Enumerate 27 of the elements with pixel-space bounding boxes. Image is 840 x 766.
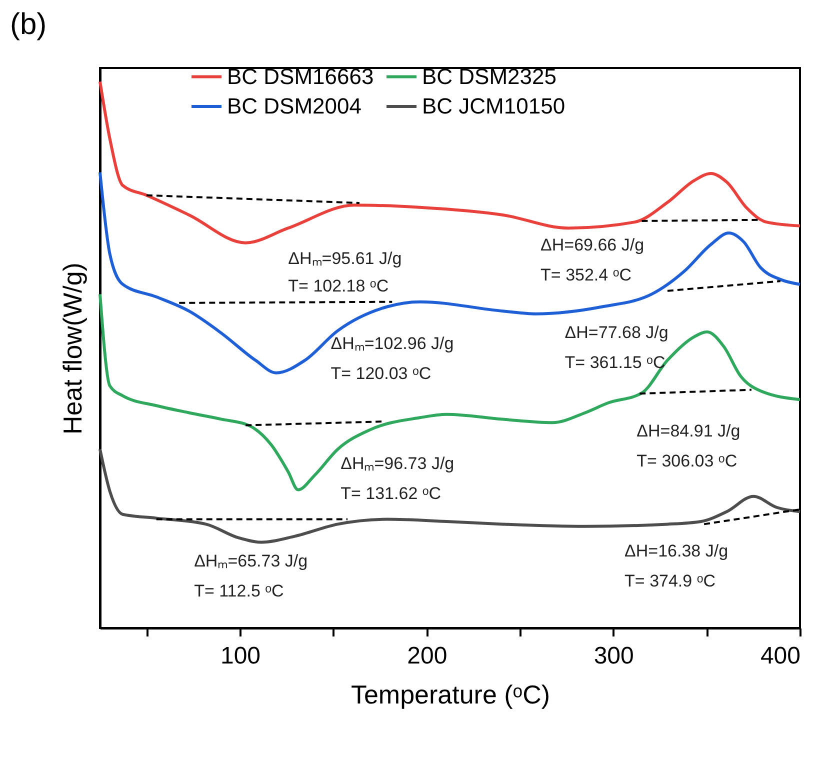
annotation: T= 102.18 ᵒC: [288, 276, 389, 296]
annotation: ΔHₘ=95.61 J/g: [288, 249, 402, 268]
x-tick-label: 200: [407, 642, 448, 670]
annotation: ΔH=77.68 J/g: [564, 322, 668, 342]
annotation: T= 374.9 ᵒC: [624, 572, 716, 591]
x-tick-label: 100: [220, 642, 261, 670]
x-axis-title: Temperature (ᵒC): [350, 680, 550, 710]
annotation: T= 361.15 ᵒC: [564, 353, 666, 372]
annotation: T= 120.03 ᵒC: [330, 364, 432, 383]
annotation: ΔHₘ=96.73 J/g: [340, 454, 454, 474]
legend-label: BC DSM2325: [422, 64, 557, 89]
annotation: T= 352.4 ᵒC: [540, 266, 632, 285]
annotation: ΔHₘ=102.96 J/g: [330, 334, 454, 353]
legend-label: BC DSM2004: [227, 94, 362, 118]
legend-label: BC DSM16663: [227, 64, 374, 89]
annotation: ΔH=16.38 J/g: [624, 542, 728, 561]
y-axis-title: Heat flow(W/g): [58, 262, 88, 434]
annotation: T= 306.03 ᵒC: [636, 451, 738, 470]
annotation: ΔH=84.91 J/g: [636, 421, 740, 440]
x-tick-label: 300: [594, 642, 634, 670]
annotation: T= 112.5 ᵒC: [194, 581, 284, 600]
annotation: ΔHₘ=65.73 J/g: [194, 551, 308, 570]
annotation: ΔH=69.66 J/g: [540, 236, 644, 255]
x-tick-label: 400: [760, 642, 800, 670]
chart-title: (b): [10, 8, 47, 41]
annotation: T= 131.62 ᵒC: [340, 484, 442, 504]
legend-label: BC JCM10150: [422, 94, 566, 118]
